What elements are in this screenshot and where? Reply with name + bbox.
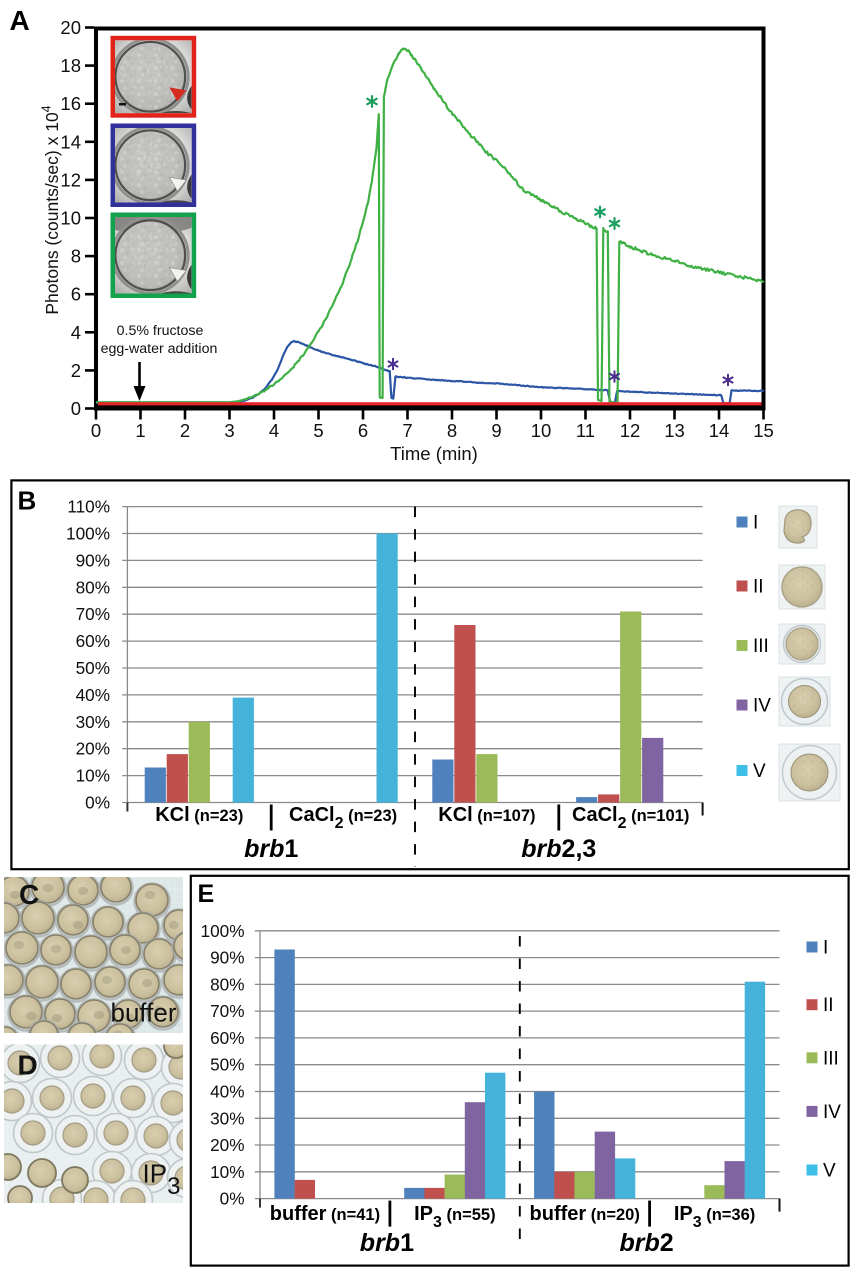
svg-text:30%: 30%	[76, 712, 110, 732]
svg-text:IV: IV	[753, 696, 771, 717]
svg-text:KCl (n=107): KCl (n=107)	[438, 804, 535, 826]
svg-text:8: 8	[447, 420, 457, 441]
svg-text:40%: 40%	[210, 1082, 244, 1102]
svg-text:80%: 80%	[210, 974, 244, 994]
svg-text:egg-water addition: egg-water addition	[101, 341, 218, 357]
svg-text:20%: 20%	[210, 1135, 244, 1155]
svg-text:4: 4	[71, 322, 81, 343]
svg-text:III: III	[823, 1048, 839, 1069]
svg-text:12: 12	[60, 169, 81, 190]
svg-text:60%: 60%	[210, 1028, 244, 1048]
svg-text:70%: 70%	[210, 1001, 244, 1021]
svg-text:brb2: brb2	[620, 1229, 674, 1257]
svg-text:20: 20	[60, 17, 81, 38]
svg-text:brb2,3: brb2,3	[521, 835, 596, 863]
svg-text:4: 4	[269, 420, 279, 441]
svg-text:90%: 90%	[210, 948, 244, 968]
svg-text:14: 14	[709, 420, 730, 441]
svg-text:buffer (n=41): buffer (n=41)	[270, 1203, 380, 1225]
svg-text:0%: 0%	[85, 793, 110, 813]
svg-text:50%: 50%	[210, 1055, 244, 1075]
svg-text:2: 2	[180, 420, 190, 441]
svg-text:110%: 110%	[67, 497, 110, 517]
svg-text:11: 11	[576, 420, 595, 441]
svg-text:II: II	[753, 577, 764, 598]
svg-text:A: A	[10, 5, 30, 36]
svg-text:10: 10	[531, 420, 552, 441]
svg-text:100%: 100%	[66, 524, 110, 544]
svg-text:V: V	[753, 761, 766, 782]
svg-text:D: D	[18, 1050, 38, 1081]
svg-text:0.5% fructose: 0.5% fructose	[117, 323, 204, 339]
svg-text:80%: 80%	[76, 577, 110, 597]
svg-text:18: 18	[60, 55, 81, 76]
svg-text:V: V	[823, 1161, 836, 1182]
svg-text:0%: 0%	[220, 1189, 245, 1209]
svg-text:3: 3	[224, 420, 234, 441]
svg-text:100%: 100%	[201, 921, 245, 941]
svg-text:5: 5	[313, 420, 323, 441]
svg-text:brb1: brb1	[244, 835, 298, 863]
svg-text:IV: IV	[823, 1102, 841, 1123]
svg-text:13: 13	[664, 420, 685, 441]
svg-text:I: I	[753, 513, 758, 534]
svg-text:10: 10	[60, 208, 81, 229]
svg-text:0: 0	[91, 420, 101, 441]
svg-text:8: 8	[71, 246, 81, 267]
svg-text:0: 0	[71, 398, 81, 419]
svg-text:50%: 50%	[76, 658, 110, 678]
svg-text:70%: 70%	[76, 604, 110, 624]
svg-text:2: 2	[71, 360, 81, 381]
svg-text:16: 16	[60, 93, 81, 114]
svg-text:6: 6	[71, 284, 81, 305]
svg-text:90%: 90%	[76, 550, 110, 570]
svg-text:I: I	[823, 938, 828, 959]
svg-text:6: 6	[358, 420, 368, 441]
svg-text:30%: 30%	[210, 1108, 244, 1128]
svg-text:C: C	[19, 879, 39, 910]
svg-text:Photons (counts/sec) x 104: Photons (counts/sec) x 104	[40, 105, 63, 314]
svg-text:14: 14	[60, 131, 81, 152]
svg-text:7: 7	[402, 420, 412, 441]
svg-text:buffer (n=20): buffer (n=20)	[530, 1203, 640, 1225]
svg-text:buffer: buffer	[110, 998, 176, 1028]
svg-text:E: E	[198, 880, 215, 908]
svg-text:20%: 20%	[76, 739, 110, 759]
svg-text:40%: 40%	[76, 685, 110, 705]
svg-text:B: B	[18, 486, 37, 516]
svg-text:60%: 60%	[76, 631, 110, 651]
svg-text:III: III	[753, 636, 769, 657]
svg-text:15: 15	[753, 420, 774, 441]
svg-text:Time (min): Time (min)	[390, 443, 478, 464]
svg-text:brb1: brb1	[360, 1229, 414, 1257]
svg-text:KCl (n=23): KCl (n=23)	[155, 804, 243, 826]
svg-text:12: 12	[620, 420, 641, 441]
svg-text:10%: 10%	[76, 766, 110, 786]
svg-text:1: 1	[135, 420, 145, 441]
svg-text:II: II	[823, 995, 834, 1016]
svg-text:10%: 10%	[210, 1162, 244, 1182]
svg-text:9: 9	[491, 420, 501, 441]
